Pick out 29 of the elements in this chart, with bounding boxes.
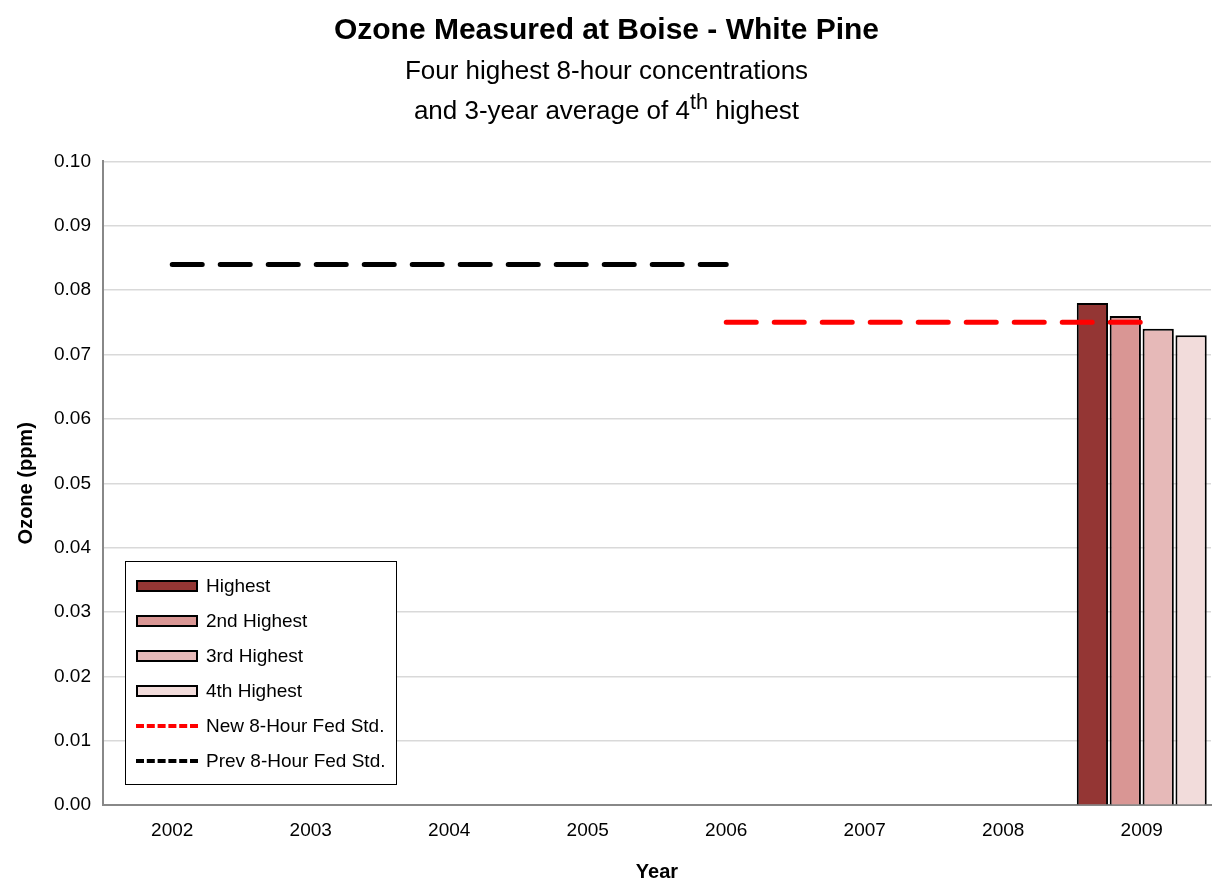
y-tick-label: 0.02 <box>54 664 91 686</box>
y-tick-label: 0.06 <box>54 407 91 429</box>
x-tick-label: 2007 <box>843 818 886 840</box>
x-tick-label: 2002 <box>151 818 194 840</box>
legend-label: 3rd Highest <box>205 644 304 667</box>
y-tick-label: 0.00 <box>54 793 91 815</box>
y-tick-label: 0.08 <box>54 278 91 300</box>
y-tick-label: 0.10 <box>54 149 91 171</box>
x-tick-label: 2004 <box>428 818 471 840</box>
y-tick-label: 0.01 <box>54 729 91 751</box>
y-tick-label: 0.03 <box>54 600 91 622</box>
x-tick-label: 2009 <box>1120 818 1163 840</box>
x-tick-label: 2006 <box>705 818 748 840</box>
y-tick-label: 0.07 <box>54 342 91 364</box>
x-tick-label: 2003 <box>289 818 332 840</box>
x-tick-label: 2008 <box>982 818 1025 840</box>
legend-label: New 8-Hour Fed Std. <box>205 714 385 737</box>
x-axis-title: Year <box>635 859 679 882</box>
legend-label: Prev 8-Hour Fed Std. <box>205 749 386 772</box>
legend-label: 4th Highest <box>205 679 303 702</box>
chart-subtitle: Four highest 8-hour concentrations and 3-year average of 4$^{th}$ highest <box>403 54 810 126</box>
y-axis-title: Ozone (ppm) <box>13 422 36 545</box>
x-tick-label: 2005 <box>566 818 609 840</box>
y-tick-label: 0.04 <box>54 535 92 557</box>
y-tick-label: 0.05 <box>54 471 91 493</box>
chart-title: Ozone Measured at Boise - White Pine <box>332 12 881 46</box>
legend-label: Highest <box>205 574 271 597</box>
legend-label: 2nd Highest <box>205 609 308 632</box>
y-tick-label: 0.09 <box>54 214 91 236</box>
